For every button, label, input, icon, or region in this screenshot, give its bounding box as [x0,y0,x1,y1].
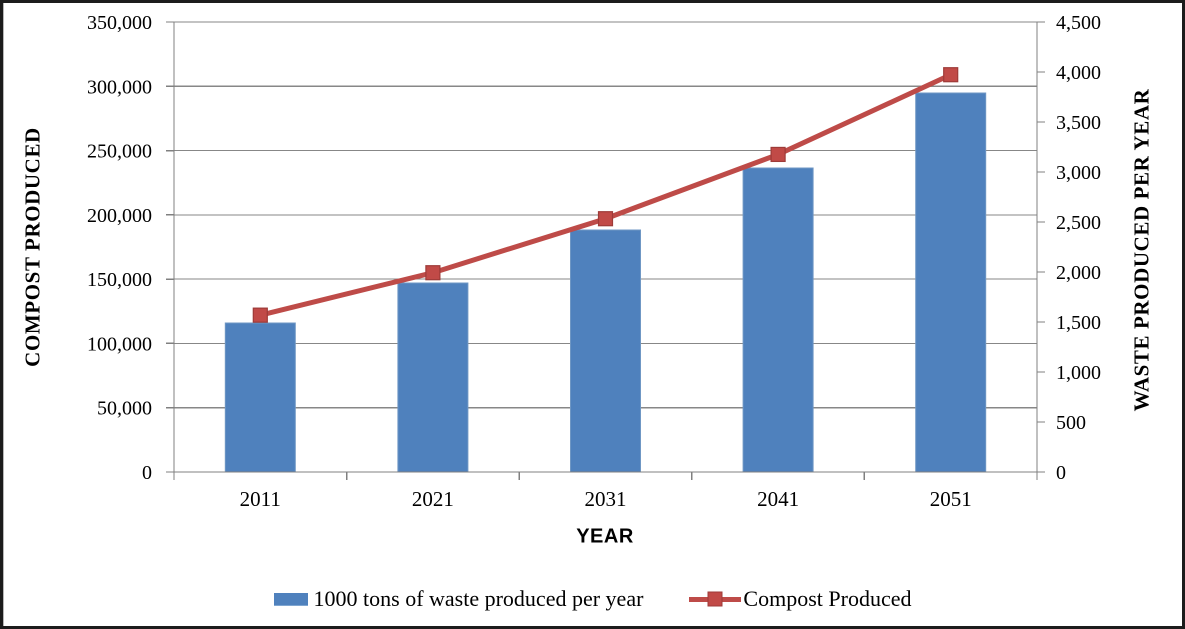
x-axis-tick-label: 2051 [930,487,972,511]
line-marker-2031 [597,211,614,227]
right-axis-tick-label: 3,000 [1056,162,1101,184]
x-axis-tick-label: 2011 [240,487,281,511]
right-axis-tick-label: 3,500 [1056,112,1101,134]
bar-2011 [224,322,296,473]
right-axis-tick-label: 2,500 [1056,212,1101,234]
right-axis-tick-label: 1,500 [1056,312,1101,334]
left-axis-tick-label: 150,000 [87,269,152,291]
legend: 1000 tons of waste produced per year Com… [3,580,1182,618]
bar-series-swatch-icon [273,592,308,606]
right-axis-title: WASTE PRODUCED PER YEAR [1129,88,1154,412]
line-marker-icon [707,591,723,607]
right-axis-tick-label: 1,000 [1056,362,1101,384]
left-axis-tick-label: 300,000 [87,76,152,98]
bar-2041 [742,167,814,473]
left-axis-tick-label: 250,000 [87,141,152,163]
left-axis-tick-label: 50,000 [97,398,152,420]
line-marker-2041 [770,146,786,163]
left-axis-title: COMPOST PRODUCED [20,127,45,367]
line-marker-2051 [943,67,959,83]
bar-2031 [570,229,641,473]
left-axis-tick-label: 200,000 [87,205,152,227]
line-series-swatch-icon [689,591,742,607]
line-marker-2011 [252,307,268,323]
right-axis-tick-label: 0 [1056,462,1066,484]
x-axis-tick-label: 2031 [585,487,627,511]
legend-label-waste: 1000 tons of waste produced per year [313,586,644,611]
legend-item-waste: 1000 tons of waste produced per year [273,586,644,612]
right-axis-tick-label: 500 [1056,412,1086,434]
combo-chart[interactable]: 0 50,000 100,000 150,000 200,000 250,000 300,0… [3,3,1182,626]
legend-label-compost: Compost Produced [743,586,912,611]
bar-2021 [397,282,469,473]
line-marker-2021 [425,265,441,281]
right-axis-tick-label: 2,000 [1056,262,1101,284]
x-axis-tick-label: 2021 [412,487,454,511]
left-axis-tick-label: 350,000 [87,12,152,34]
legend-item-compost: Compost Produced [689,586,911,612]
right-axis-tick-label: 4,000 [1056,62,1101,84]
x-axis-title: YEAR [576,525,634,548]
x-axis-tick-label: 2041 [757,487,799,511]
right-axis-tick-label: 4,500 [1056,12,1101,34]
bar-2051 [915,92,987,473]
left-axis-tick-label: 0 [142,462,152,484]
left-axis-tick-label: 100,000 [87,333,152,355]
